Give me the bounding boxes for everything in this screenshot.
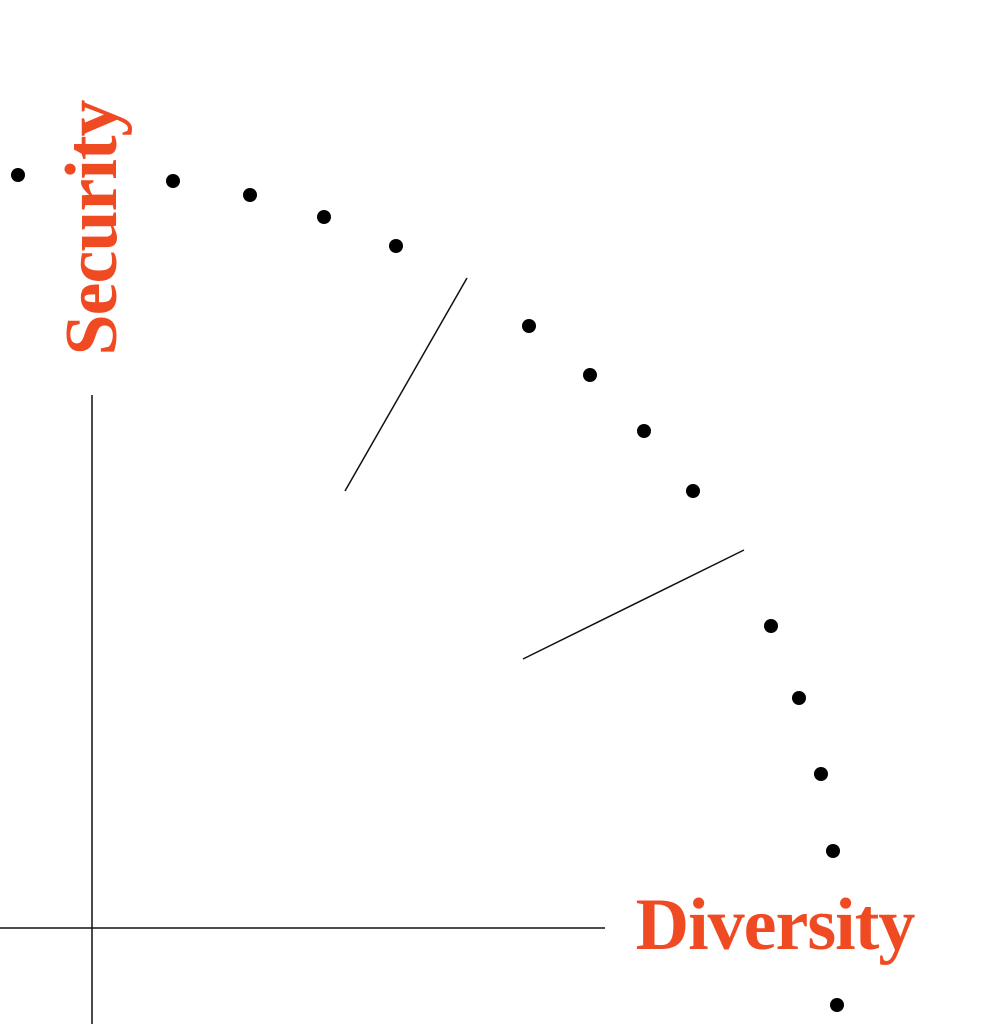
dot (792, 691, 806, 705)
dots (11, 168, 844, 1012)
dot (764, 619, 778, 633)
y-axis-label: Security (51, 99, 133, 355)
dot (389, 239, 403, 253)
dot (830, 998, 844, 1012)
dot (826, 844, 840, 858)
dot (317, 210, 331, 224)
x-axis-label: Diversity (636, 884, 916, 966)
dot (583, 368, 597, 382)
dot (814, 767, 828, 781)
stroke-line (344, 277, 468, 492)
stroke-line (522, 549, 745, 660)
dot (166, 174, 180, 188)
dot (11, 168, 25, 182)
dot (686, 484, 700, 498)
dot (522, 319, 536, 333)
dot (243, 188, 257, 202)
dot (637, 424, 651, 438)
